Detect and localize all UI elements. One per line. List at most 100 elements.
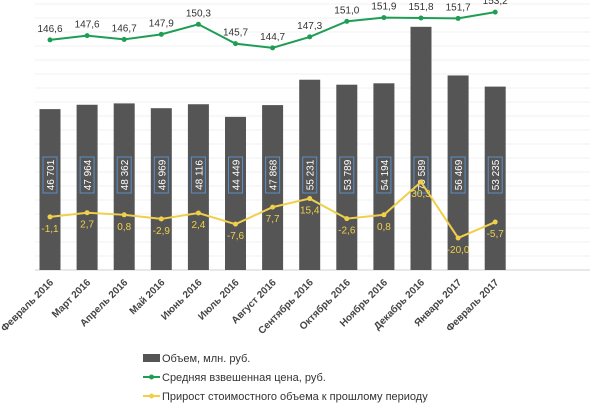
svg-text:48 362: 48 362: [120, 159, 131, 190]
point-data-label: 146,7: [112, 23, 137, 34]
bar-series: 46 701 47 964 48 362 46 969 48 116 44 449 47 8…: [39, 26, 506, 271]
legend-marker-growth: [149, 393, 154, 399]
data-point: [455, 15, 461, 21]
point-data-label: 151,0: [334, 5, 359, 16]
point-data-label: 147,6: [75, 20, 100, 31]
svg-text:56 469: 56 469: [454, 159, 465, 190]
bar-data-label: 53 789: [339, 156, 355, 194]
point-data-label: 0,8: [377, 222, 391, 233]
point-data-label: 2,7: [80, 220, 94, 231]
bar-data-label: 56 469: [450, 156, 466, 194]
legend-swatch-volume: [143, 354, 160, 362]
bar-data-label: 46 701: [42, 156, 58, 194]
data-point: [84, 33, 90, 39]
point-data-label: 144,7: [260, 32, 285, 43]
bar: [410, 26, 432, 271]
data-point: [84, 210, 90, 216]
point-data-label: 30,3: [411, 189, 431, 200]
svg-text:54 194: 54 194: [380, 159, 391, 190]
data-point: [492, 9, 498, 15]
point-data-label: 0,8: [117, 222, 131, 233]
svg-text:70 589: 70 589: [417, 159, 428, 190]
bar-data-label: 70 589: [413, 156, 429, 194]
bar-data-label: 48 116: [190, 156, 206, 194]
svg-text:55 231: 55 231: [306, 159, 317, 190]
bar: [39, 109, 61, 270]
bar: [299, 79, 321, 270]
data-point: [418, 15, 424, 21]
svg-text:44 449: 44 449: [232, 159, 243, 190]
point-data-label: 147,3: [297, 21, 322, 32]
bar-data-label: 47 868: [265, 156, 281, 194]
data-point: [492, 219, 498, 225]
bar: [187, 104, 209, 270]
svg-text:53 235: 53 235: [491, 159, 502, 190]
point-data-label: 150,3: [186, 8, 211, 19]
bar: [447, 75, 469, 270]
svg-text:46 969: 46 969: [157, 159, 168, 190]
bar: [76, 104, 98, 270]
bar-data-label: 48 362: [116, 156, 132, 194]
data-point: [307, 196, 313, 202]
data-point: [195, 21, 201, 27]
point-data-label: -2,9: [153, 226, 171, 237]
data-point: [121, 36, 127, 42]
bar-data-label: 44 449: [228, 156, 243, 194]
data-point: [121, 212, 127, 218]
data-point: [455, 235, 461, 241]
data-point: [47, 37, 53, 43]
bar-data-label: 46 969: [153, 156, 169, 194]
data-point: [233, 221, 238, 227]
point-data-label: -2,6: [338, 226, 356, 237]
point-data-label: -1,1: [41, 224, 59, 235]
point-data-label: 2,4: [191, 220, 205, 231]
data-point: [344, 216, 350, 222]
point-data-label: 146,6: [37, 24, 62, 35]
point-data-label: 151,7: [446, 2, 471, 13]
data-point: [270, 204, 276, 210]
bar-data-label: 53 235: [487, 156, 503, 194]
x-tick-label: Февраль 2016: [0, 277, 56, 334]
point-data-label: -20,0: [447, 245, 470, 256]
point-data-label: 145,7: [223, 28, 248, 39]
data-point: [195, 210, 201, 216]
data-point: [233, 41, 238, 47]
legend-label-growth: Прирост стоимостного объема к прошлому п…: [162, 391, 428, 403]
bar: [262, 105, 284, 270]
bar-data-label: 47 964: [79, 156, 95, 194]
svg-text:53 789: 53 789: [343, 159, 354, 190]
point-data-label: -7,6: [227, 231, 245, 242]
data-point: [307, 34, 313, 40]
bar-data-label: 54 194: [376, 156, 392, 194]
data-point: [158, 216, 164, 222]
point-data-label: 15,4: [300, 206, 320, 217]
data-point: [418, 179, 424, 185]
data-point: [270, 45, 276, 51]
point-data-label: 151,9: [371, 2, 396, 13]
point-data-label: -5,7: [487, 229, 505, 240]
point-data-label: 153,2: [483, 0, 508, 7]
data-point: [158, 31, 164, 37]
point-data-label: 7,7: [266, 214, 280, 225]
svg-text:46 701: 46 701: [46, 159, 57, 190]
bar: [150, 108, 172, 270]
bar: [113, 103, 135, 270]
svg-text:47 868: 47 868: [269, 159, 280, 190]
data-point: [344, 18, 350, 24]
point-data-label: 147,9: [149, 18, 174, 29]
bar: [373, 83, 395, 270]
legend-label-price: Средняя взвешенная цена, руб.: [162, 372, 326, 384]
legend-label-volume: Объем, млн. руб.: [162, 353, 250, 365]
legend: Объем, млн. руб. Средняя взвешенная цена…: [143, 353, 428, 403]
svg-text:47 964: 47 964: [83, 159, 94, 190]
svg-text:48 116: 48 116: [194, 160, 205, 190]
legend-marker-price: [149, 374, 154, 380]
bar-data-label: 55 231: [302, 156, 318, 194]
data-point: [47, 214, 53, 220]
data-point: [381, 212, 387, 218]
point-data-label: 151,8: [408, 2, 433, 13]
line-series: 146,6 147,6 146,7 147,9 150,3 145,7 144,7 147,3…: [37, 0, 508, 256]
bar: [336, 84, 358, 270]
